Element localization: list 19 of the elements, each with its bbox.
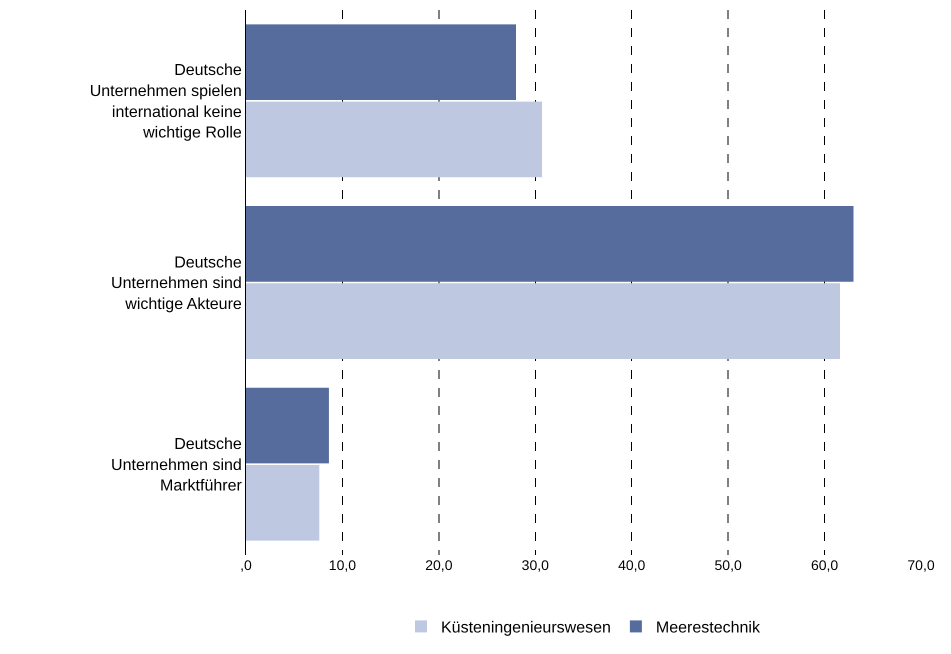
bar [246, 24, 516, 100]
legend-label: Küsteningenieurswesen [441, 620, 611, 637]
bar [246, 283, 840, 359]
y-tick-label: Deutsche Unternehmen spielen international keine wichtige Rolle [90, 62, 242, 142]
legend-label: Meerestechnik [656, 620, 761, 637]
x-tick-label: 30,0 [522, 557, 550, 573]
bar [246, 464, 320, 541]
y-tick-label: Deutsche Unternehmen sind Marktführer [111, 436, 242, 495]
x-tick-label: ,0 [240, 557, 252, 573]
x-tick-label: 40,0 [618, 557, 646, 573]
bar [246, 206, 854, 282]
x-tick-label: 50,0 [714, 557, 742, 573]
y-tick-label: Deutsche Unternehmen sind wichtige Akteure [111, 254, 242, 313]
x-tick-label: 10,0 [328, 557, 356, 573]
x-tick-label: 60,0 [810, 557, 838, 573]
x-tick-label: 70,0 [907, 557, 935, 573]
x-tick-label: 20,0 [425, 557, 453, 573]
bar [246, 102, 542, 178]
bar [246, 388, 329, 464]
